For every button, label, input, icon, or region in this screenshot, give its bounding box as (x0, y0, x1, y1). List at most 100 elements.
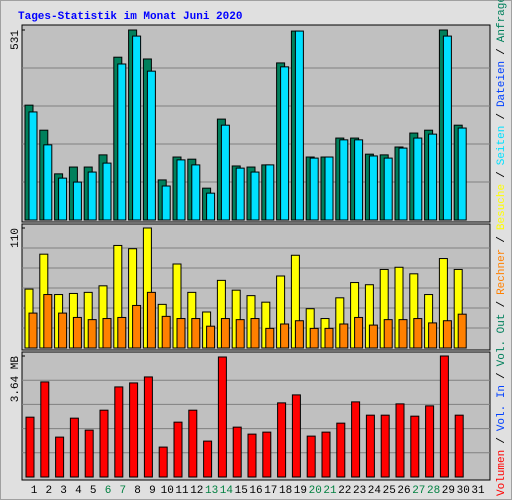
legend-entry: Dateien (496, 61, 508, 107)
bar (176, 318, 186, 349)
bar (294, 320, 304, 349)
bar (72, 181, 82, 221)
legend: Volumen / Vol. In / Vol. Out / Rechner / Besuche… (496, 0, 508, 496)
x-tick-label: 4 (75, 485, 82, 497)
x-tick-label: 2 (45, 485, 52, 497)
bar (43, 294, 53, 349)
x-tick-label: 17 (264, 485, 277, 497)
x-tick-label: 27 (412, 485, 425, 497)
bar (232, 426, 242, 478)
y-tick-label: 110 (10, 228, 22, 248)
bar (161, 185, 171, 221)
x-tick-label: 24 (368, 485, 382, 497)
bar (176, 159, 186, 221)
x-tick-label: 21 (323, 485, 337, 497)
x-tick-label: 25 (383, 485, 396, 497)
bar (368, 324, 378, 349)
bar (291, 394, 301, 478)
y-tick-label: 3.64 MB (10, 356, 22, 403)
bar (132, 304, 142, 349)
x-tick-label: 3 (60, 485, 67, 497)
bar (102, 318, 112, 349)
bar (25, 416, 35, 478)
bar (442, 320, 452, 349)
bar (99, 409, 109, 478)
x-tick-label: 29 (442, 485, 455, 497)
bar (294, 30, 304, 221)
legend-entry: Vol. Out (496, 314, 508, 367)
bar (410, 415, 420, 478)
x-tick-label: 10 (161, 485, 174, 497)
bar (146, 70, 156, 221)
x-tick-label: 19 (294, 485, 307, 497)
x-tick-label: 28 (427, 485, 440, 497)
bar (235, 167, 245, 221)
x-tick-label: 26 (397, 485, 410, 497)
bar (383, 319, 393, 349)
bar (265, 327, 275, 349)
bar (191, 164, 201, 221)
bar (365, 414, 375, 478)
x-tick-label: 30 (457, 485, 470, 497)
bar (425, 405, 435, 478)
x-tick-label: 31 (471, 485, 485, 497)
x-tick-label: 15 (235, 485, 248, 497)
bar (380, 414, 390, 478)
bar (457, 313, 467, 349)
bar (339, 139, 349, 221)
bar (336, 422, 346, 478)
legend-entry: Rechner (496, 249, 508, 295)
x-tick-label: 9 (149, 485, 156, 497)
bar (87, 319, 97, 349)
bar (247, 433, 257, 478)
legend-entry: Volumen (496, 450, 508, 496)
bar (324, 327, 334, 349)
bar (398, 147, 408, 221)
bar (383, 157, 393, 221)
legend-separator: / (496, 301, 508, 308)
bar (191, 318, 201, 349)
bar (161, 315, 171, 349)
bar (220, 318, 230, 349)
bar (206, 325, 216, 349)
legend-separator: / (496, 236, 508, 243)
bar (69, 417, 79, 478)
legend-separator: / (496, 372, 508, 379)
bar (28, 111, 38, 221)
x-tick-label: 20 (309, 485, 322, 497)
bar (413, 137, 423, 221)
bar (309, 157, 319, 221)
bar (321, 431, 331, 478)
x-tick-label: 13 (205, 485, 218, 497)
x-tick-label: 5 (90, 485, 97, 497)
x-tick-label: 18 (279, 485, 292, 497)
bar (143, 376, 153, 478)
bar (28, 312, 38, 349)
bar (129, 382, 139, 478)
bar (146, 291, 156, 349)
bar (40, 381, 50, 478)
bar (354, 139, 364, 221)
legend-entry: Vol. In (496, 385, 508, 431)
legend-entry: Anfragen (496, 0, 508, 42)
x-tick-label: 12 (190, 485, 203, 497)
legend-separator: / (496, 48, 508, 55)
bar (324, 156, 334, 221)
bar (277, 402, 287, 478)
bar (58, 312, 68, 349)
bar (368, 155, 378, 221)
legend-separator: / (496, 113, 508, 120)
bar (351, 401, 361, 478)
bar (454, 414, 464, 478)
x-tick-label: 8 (134, 485, 141, 497)
x-tick-label: 6 (105, 485, 112, 497)
bar (395, 403, 405, 478)
bar (250, 171, 260, 221)
bar (280, 66, 290, 221)
chart-title: Tages-Statistik im Monat Juni 2020 (18, 11, 242, 23)
bar (158, 446, 168, 478)
bar (280, 323, 290, 349)
x-tick-label: 14 (220, 485, 234, 497)
bar (72, 316, 82, 349)
legend-separator: / (496, 171, 508, 178)
